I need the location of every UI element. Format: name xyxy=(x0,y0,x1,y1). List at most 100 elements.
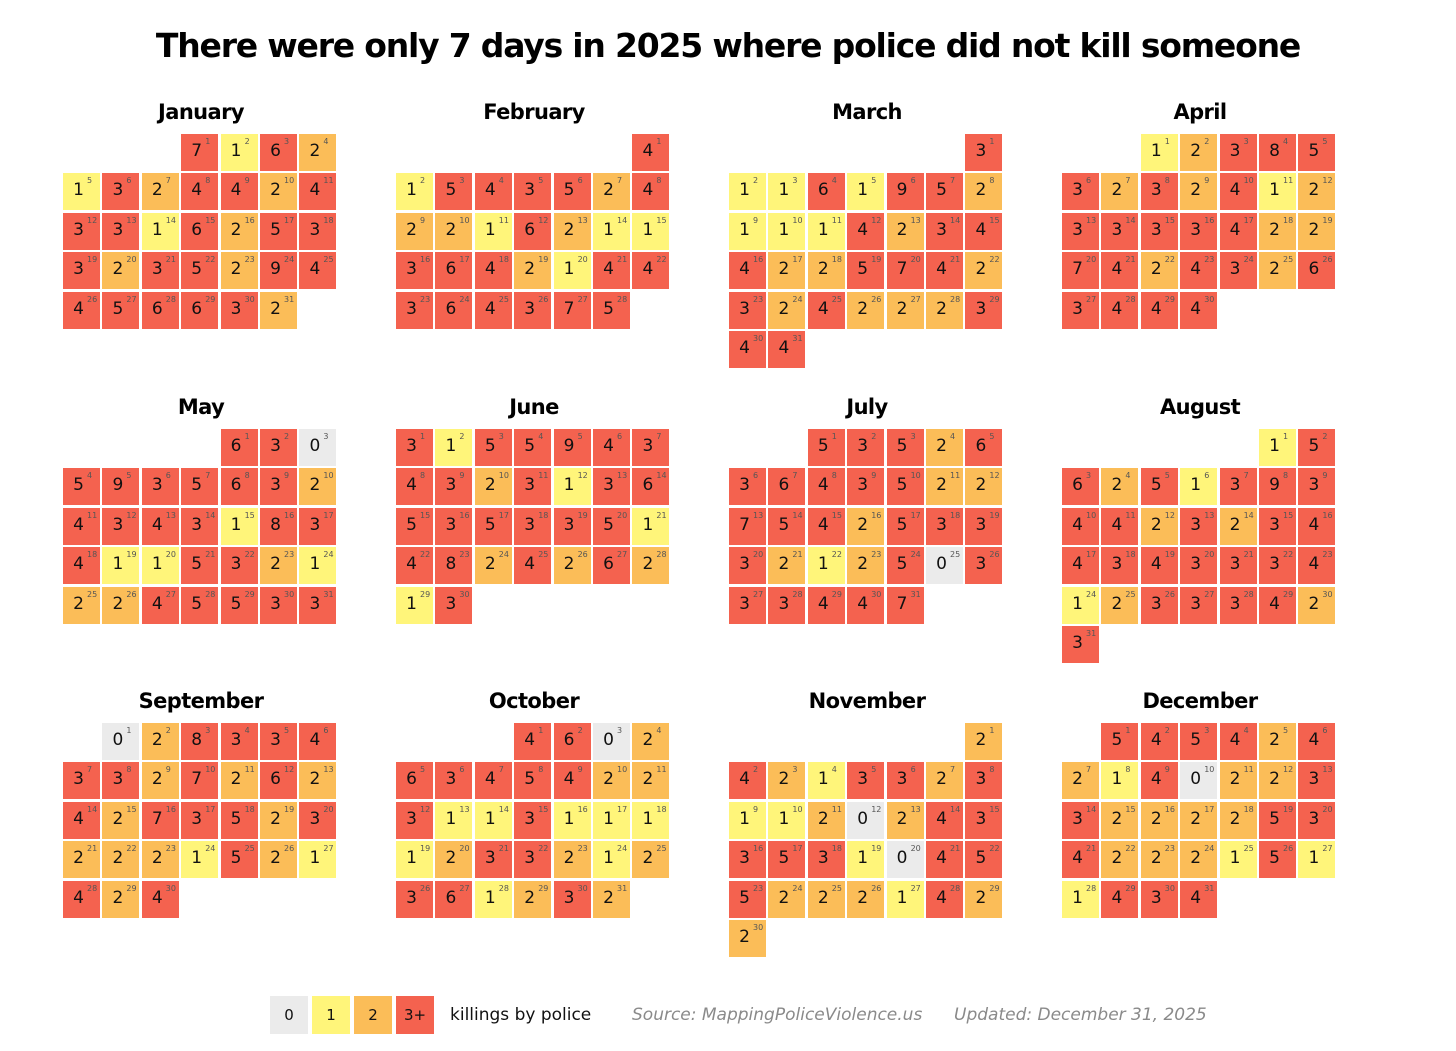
day-number: 4 xyxy=(323,137,329,146)
day-value: 5 xyxy=(975,848,987,869)
day-cell: 7 27 xyxy=(553,291,591,329)
day-value: 4 xyxy=(1190,887,1202,908)
day-number: 20 xyxy=(577,255,588,265)
day-cell: 5 19 xyxy=(847,252,885,290)
day-number: 22 xyxy=(420,550,431,560)
day-number: 21 xyxy=(165,255,176,265)
day-value: 1 xyxy=(309,554,321,575)
day-number: 18 xyxy=(538,510,549,520)
day-number: 14 xyxy=(1086,804,1097,814)
day-number: 13 xyxy=(459,804,470,814)
day-number: 15 xyxy=(656,215,667,225)
day-value: 5 xyxy=(936,180,947,201)
day-value: 0 xyxy=(112,730,124,750)
day-cell: 4 10 xyxy=(1219,173,1257,211)
day-value: 5 xyxy=(896,554,908,575)
day-value: 4 xyxy=(739,338,750,358)
day-number: 3 xyxy=(459,176,465,186)
day-value: 2 xyxy=(309,141,321,161)
day-value: 5 xyxy=(896,475,908,496)
day-number: 4 xyxy=(1243,726,1249,735)
day-value: 4 xyxy=(1190,259,1202,280)
day-cell: 4 30 xyxy=(1180,291,1218,329)
day-number: 7 xyxy=(617,176,623,186)
day-number: 8 xyxy=(1283,471,1289,481)
day-number: 4 xyxy=(87,471,93,481)
day-cell: 4 31 xyxy=(1180,880,1218,918)
day-value: 4 xyxy=(1111,514,1123,535)
day-number: 2 xyxy=(459,432,465,441)
legend-label: killings by police xyxy=(450,1005,592,1025)
day-value: 2 xyxy=(1190,180,1202,201)
day-value: 5 xyxy=(524,436,536,456)
day-value: 5 xyxy=(896,436,908,456)
day-number: 7 xyxy=(498,765,504,775)
day-number: 31 xyxy=(1086,629,1097,638)
day-number: 10 xyxy=(323,471,334,481)
day-number: 3 xyxy=(498,432,504,441)
day-cell: 4 21 xyxy=(593,252,630,290)
day-value: 3 xyxy=(936,219,947,240)
day-value: 5 xyxy=(603,514,614,535)
day-value: 5 xyxy=(1150,475,1162,496)
day-cell: 2 20 xyxy=(102,252,140,290)
day-cell: 2 23 xyxy=(553,841,591,879)
day-value: 4 xyxy=(1308,514,1320,535)
day-number: 22 xyxy=(656,255,667,265)
day-value: 9 xyxy=(270,259,281,280)
day-number: 14 xyxy=(950,215,961,225)
day-cell: 4 23 xyxy=(1180,252,1218,290)
day-value: 1 xyxy=(778,219,790,240)
day-cell: 3 30 xyxy=(435,586,473,624)
day-value: 2 xyxy=(270,180,281,201)
day-value: 2 xyxy=(975,259,987,280)
day-cell: 3 15 xyxy=(965,801,1003,839)
day-value: 3 xyxy=(151,259,163,280)
month-name: January xyxy=(158,100,245,124)
day-value: 3 xyxy=(1150,887,1162,908)
day-value: 5 xyxy=(191,554,203,575)
day-value: 1 xyxy=(563,808,575,829)
day-value: 2 xyxy=(936,769,947,790)
day-value: 2 xyxy=(1111,593,1123,614)
day-number: 23 xyxy=(459,550,470,560)
day-cell: 1 24 xyxy=(1062,586,1099,624)
day-cell: 2 10 xyxy=(299,468,337,506)
day-cell: 5 22 xyxy=(181,252,219,290)
day-cell: 3 12 xyxy=(396,801,433,839)
day-number: 12 xyxy=(87,215,98,225)
month-days: 4 1 1 2 5 3 4 4 3 5 5 6 2 7 4 8 2 9 2 10 1 11 6 12 2 13 1 14 1 15 3 16 6… xyxy=(396,134,672,374)
day-number: 2 xyxy=(420,176,426,186)
day-cell: 3 22 xyxy=(220,547,258,585)
day-value: 2 xyxy=(524,887,536,908)
day-number: 13 xyxy=(617,471,628,481)
day-number: 21 xyxy=(950,255,961,265)
day-value: 1 xyxy=(739,180,750,201)
day-value: 3 xyxy=(112,514,124,535)
day-number: 9 xyxy=(1164,765,1170,775)
day-number: 30 xyxy=(871,589,882,599)
day-number: 17 xyxy=(459,255,470,265)
day-value: 3 xyxy=(406,808,417,829)
day-number: 3 xyxy=(323,432,329,441)
day-value: 1 xyxy=(1150,141,1162,161)
day-value: 7 xyxy=(896,259,908,280)
day-number: 20 xyxy=(126,255,137,265)
day-number: 27 xyxy=(617,550,628,560)
day-cell: 2 27 xyxy=(886,291,924,329)
day-cell: 4 17 xyxy=(1062,547,1099,585)
day-value: 2 xyxy=(230,219,242,240)
day-number: 26 xyxy=(989,550,1000,560)
day-number: 4 xyxy=(656,726,662,735)
day-value: 3 xyxy=(1072,219,1083,240)
day-cell: 4 28 xyxy=(926,880,963,918)
day-cell: 2 23 xyxy=(260,547,297,585)
day-value: 5 xyxy=(1269,848,1280,869)
day-number: 16 xyxy=(1204,215,1215,225)
day-number: 4 xyxy=(831,176,837,186)
